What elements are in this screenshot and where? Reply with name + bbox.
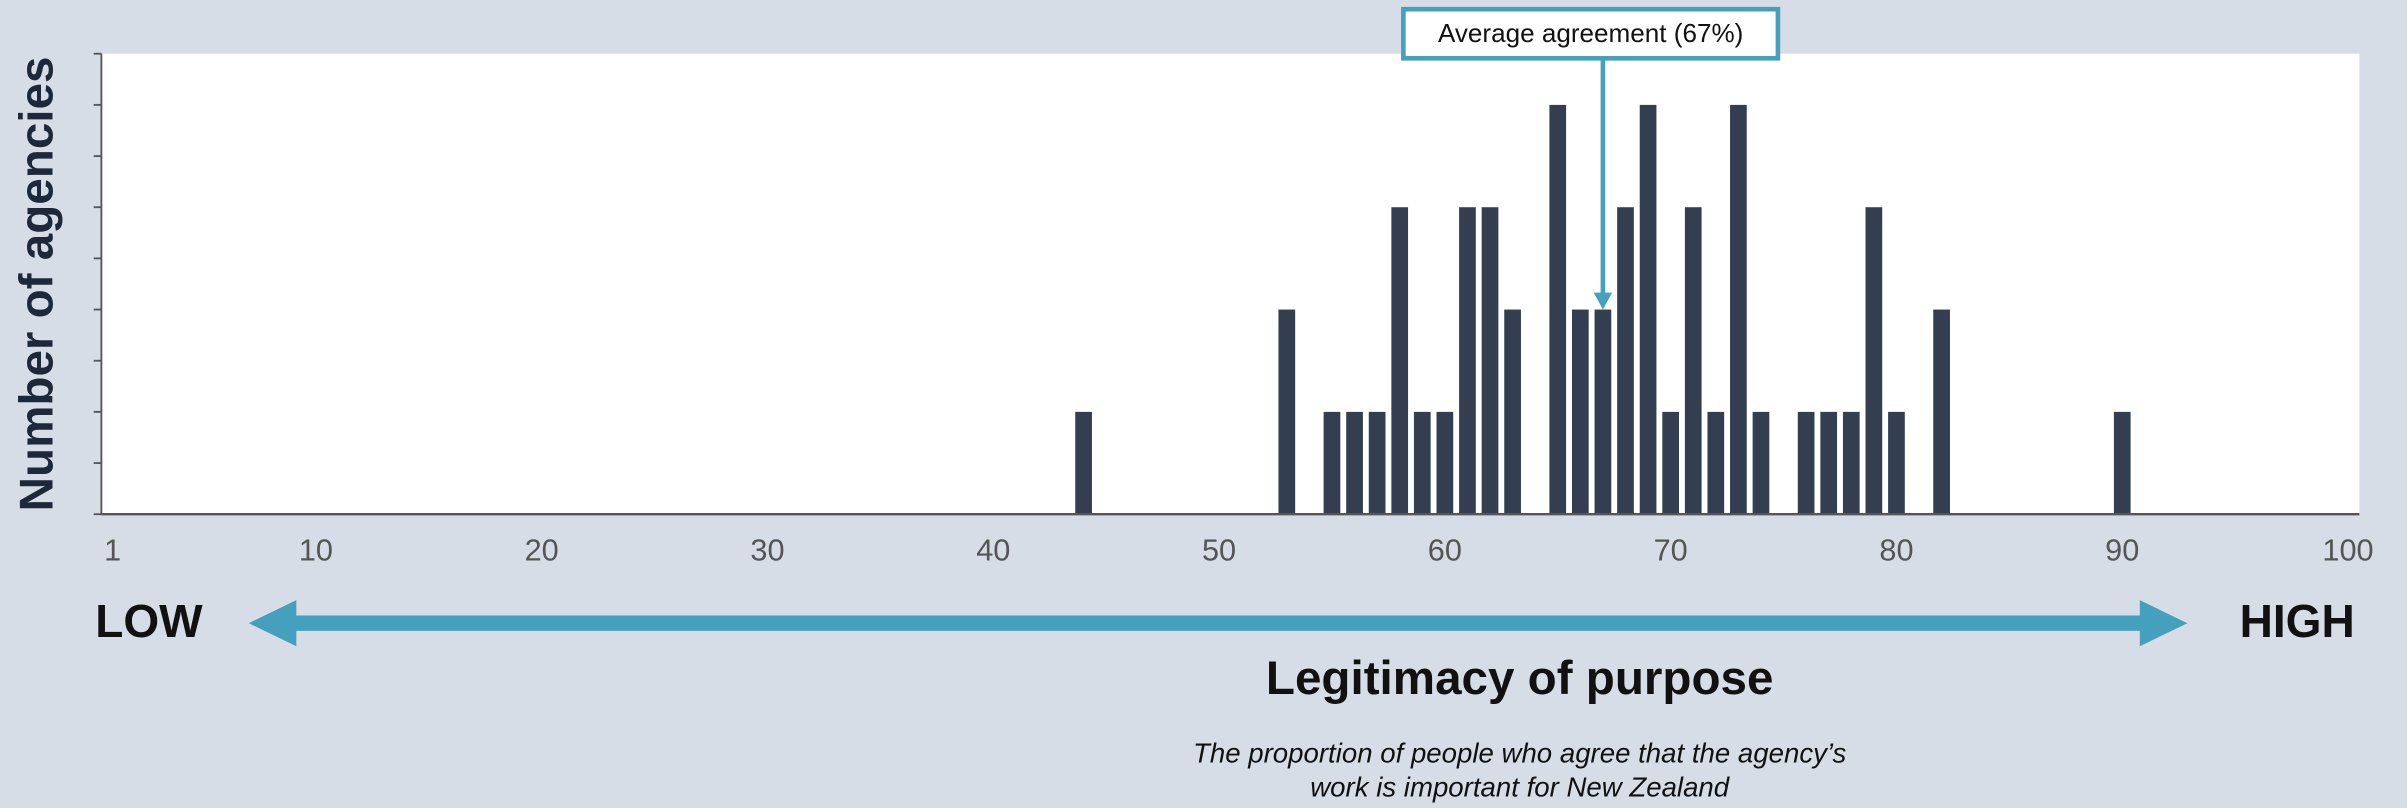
x-tick-label: 90 <box>2105 533 2139 568</box>
bar <box>1278 309 1296 515</box>
bar <box>1662 411 1680 515</box>
bar <box>1865 207 1883 515</box>
caption-line: work is important for New Zealand <box>1310 771 1731 802</box>
annotation-box <box>1401 6 1781 61</box>
caption-line: The proportion of people who agree that … <box>1193 737 1847 768</box>
bar <box>1413 411 1431 515</box>
bar <box>1842 411 1860 515</box>
low-high-arrow <box>248 600 2188 647</box>
bar <box>1617 207 1634 515</box>
bar <box>1368 411 1386 515</box>
bar <box>1549 104 1567 515</box>
bar <box>1684 207 1702 515</box>
bar <box>1346 411 1363 515</box>
bar <box>1639 104 1657 515</box>
bar <box>1459 207 1476 515</box>
x-axis-label: Legitimacy of purpose <box>1266 652 1774 705</box>
bar <box>1933 309 1950 515</box>
bar <box>1594 309 1612 515</box>
x-tick-label: 50 <box>1202 533 1236 568</box>
plot-area <box>101 53 2360 515</box>
bar <box>2113 411 2131 515</box>
annotation-arrowhead <box>1593 292 1613 310</box>
x-tick-label: 40 <box>976 533 1010 568</box>
bar <box>1797 411 1815 515</box>
bar <box>1752 411 1770 515</box>
x-tick-label: 10 <box>299 533 333 568</box>
low-label: LOW <box>95 595 203 647</box>
bar <box>1820 411 1838 515</box>
high-label: HIGH <box>2240 595 2355 647</box>
x-tick-label: 100 <box>2322 533 2373 568</box>
bar <box>1481 207 1499 515</box>
bar <box>1730 104 1747 515</box>
bar <box>1391 207 1409 515</box>
bar <box>1888 411 1905 515</box>
x-tick-label: 30 <box>750 533 784 568</box>
y-axis-label: Number of agencies <box>11 57 64 512</box>
bar <box>1323 411 1341 515</box>
x-tick-label: 60 <box>1428 533 1462 568</box>
annotation-text: Average agreement (67%) <box>1438 18 1743 48</box>
bar <box>1075 411 1092 515</box>
bar <box>1571 309 1589 515</box>
bar <box>1707 411 1725 515</box>
x-tick-label: 20 <box>525 533 559 568</box>
bar <box>1436 411 1454 515</box>
x-tick-label: 80 <box>1879 533 1913 568</box>
bar <box>1504 309 1521 515</box>
x-tick-label: 70 <box>1654 533 1688 568</box>
x-tick-label: 1 <box>104 533 121 568</box>
